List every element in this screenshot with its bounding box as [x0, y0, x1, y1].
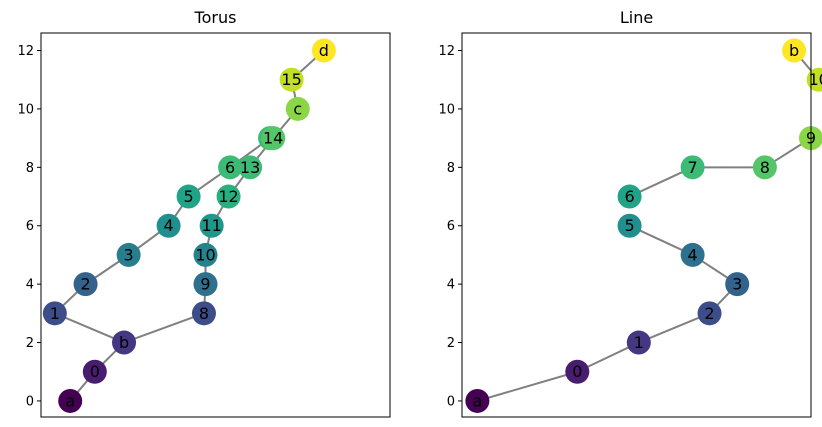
node-label-5: 5	[184, 187, 194, 206]
node-label-6: 6	[225, 158, 235, 177]
edge-b-1	[54, 312, 125, 344]
node-13	[238, 155, 263, 180]
node-label-2: 2	[80, 275, 90, 294]
axes-frame	[40, 32, 391, 418]
node-3	[116, 242, 141, 267]
node-15	[279, 67, 304, 92]
node-1	[42, 301, 67, 326]
node-7	[680, 155, 705, 180]
node-a	[58, 388, 83, 413]
node-5	[617, 213, 642, 238]
y-tick-label: 12	[438, 44, 455, 59]
node-label-0: 0	[572, 362, 582, 381]
node-10	[193, 242, 218, 267]
torus-panel: Torus024681012a0b1829310411512613714c15d	[17, 8, 391, 418]
node-label-12: 12	[218, 187, 238, 206]
node-label-3: 3	[124, 245, 134, 264]
node-label-c: c	[293, 99, 302, 118]
node-label-9: 9	[200, 275, 210, 294]
y-tick-label: 0	[447, 394, 455, 409]
node-label-7: 7	[688, 158, 698, 177]
node-9	[193, 272, 218, 297]
y-tick-label: 4	[26, 278, 34, 293]
node-6	[617, 184, 642, 209]
node-label-2: 2	[704, 304, 714, 323]
node-0	[565, 359, 590, 384]
y-tick-label: 12	[17, 44, 34, 59]
node-5	[176, 184, 201, 209]
node-11	[199, 213, 224, 238]
node-label-13: 13	[240, 158, 260, 177]
node-d	[311, 38, 336, 63]
line-panel: Line024681012a012345678910b	[438, 8, 822, 418]
node-label-8: 8	[199, 304, 209, 323]
y-tick-label: 10	[438, 102, 455, 117]
edge-b-8	[123, 312, 205, 344]
node-3	[725, 272, 750, 297]
node-label-6: 6	[624, 187, 634, 206]
chart-title: Torus	[194, 8, 237, 27]
node-label-11: 11	[201, 216, 221, 235]
axes-frame	[461, 32, 812, 418]
y-tick-label: 0	[26, 394, 34, 409]
node-label-a: a	[472, 391, 482, 410]
node-label-15: 15	[281, 70, 301, 89]
node-4	[680, 242, 705, 267]
y-tick-label: 2	[447, 336, 455, 351]
edge-1-2	[638, 312, 710, 344]
node-4	[156, 213, 181, 238]
node-b	[112, 330, 137, 355]
y-tick-label: 4	[447, 278, 455, 293]
node-8	[191, 301, 216, 326]
node-label-0: 0	[90, 362, 100, 381]
node-label-8: 8	[760, 158, 770, 177]
node-label-1: 1	[50, 304, 60, 323]
node-label-1: 1	[634, 333, 644, 352]
node-label-10: 10	[195, 245, 215, 264]
node-8	[752, 155, 777, 180]
node-label-5: 5	[624, 216, 634, 235]
node-b	[782, 38, 807, 63]
y-tick-label: 6	[26, 219, 34, 234]
node-label-b: b	[789, 41, 799, 60]
y-tick-label: 8	[26, 161, 34, 176]
y-tick-label: 2	[26, 336, 34, 351]
node-label-b: b	[119, 333, 129, 352]
y-tick-label: 8	[447, 161, 455, 176]
y-tick-label: 10	[17, 102, 34, 117]
node-6	[218, 155, 243, 180]
node-0	[82, 359, 107, 384]
node-label-14: 14	[263, 129, 283, 148]
node-label-3: 3	[732, 275, 742, 294]
node-a	[465, 388, 490, 413]
node-label-4: 4	[688, 245, 698, 264]
node-2	[73, 272, 98, 297]
node-1	[626, 330, 651, 355]
node-14	[261, 126, 286, 151]
node-label-4: 4	[164, 216, 174, 235]
y-tick-label: 6	[447, 219, 455, 234]
node-label-10: 10	[809, 70, 822, 89]
chart-title: Line	[620, 8, 653, 27]
node-2	[697, 301, 722, 326]
node-label-d: d	[319, 41, 329, 60]
node-c	[285, 96, 310, 121]
node-label-a: a	[65, 391, 75, 410]
node-12	[216, 184, 241, 209]
edge-a-0	[477, 370, 578, 402]
